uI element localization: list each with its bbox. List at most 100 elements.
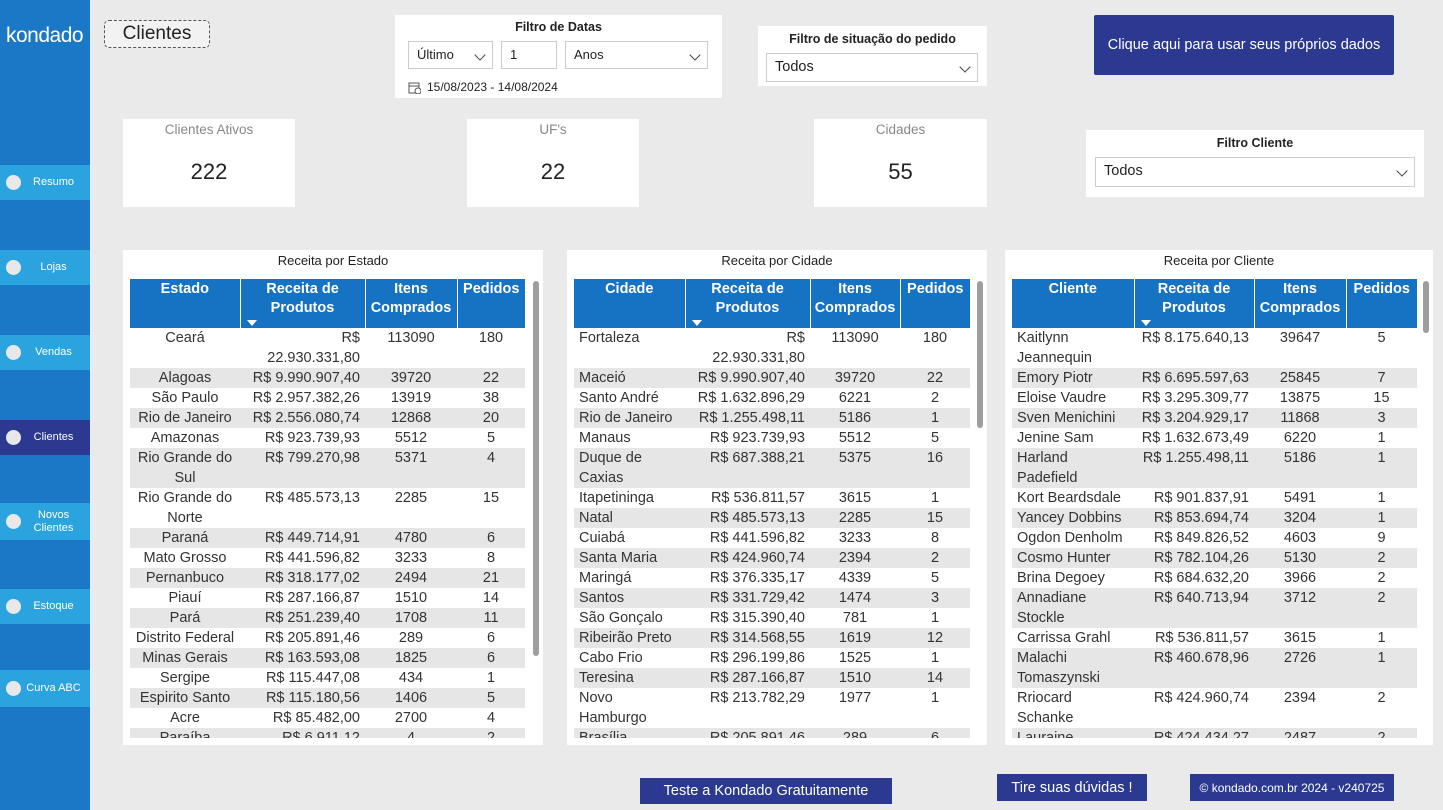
nav-label: Curva ABC bbox=[26, 682, 81, 694]
table-cell: 6 bbox=[457, 528, 525, 548]
column-header[interactable]: Itens Comprados bbox=[1253, 279, 1346, 328]
table-cell: 1 bbox=[1346, 448, 1417, 488]
table-cell: Yancey Dobbins bbox=[1012, 508, 1134, 528]
column-header-label: Itens Comprados bbox=[814, 281, 896, 316]
nav-label: Resumo bbox=[33, 176, 74, 188]
table-cell: R$ 799.270,98 bbox=[240, 448, 365, 488]
column-header[interactable]: Estado bbox=[130, 279, 240, 328]
dropdown[interactable]: Todos bbox=[1095, 157, 1415, 187]
table-cell: São Gonçalo bbox=[579, 610, 663, 626]
table-cell: R$ 536.811,57 bbox=[1154, 630, 1249, 646]
table-row: Fortaleza R$ 22.930.331,80 113090 180 bbox=[574, 328, 970, 368]
table-cell: R$ 213.782,29 bbox=[709, 690, 805, 706]
table-cell: 15 bbox=[900, 508, 970, 528]
copyright-label: © kondado.com.br 2024 - v240725 bbox=[1199, 780, 1385, 795]
table-cell: 7 bbox=[1346, 368, 1417, 388]
table-row: Jenine Sam R$ 1.632.673,49 6220 1 bbox=[1012, 428, 1417, 448]
table-title: Receita por Estado bbox=[277, 253, 389, 268]
table-cell: R$ 923.739,93 bbox=[709, 430, 805, 446]
table-row: Kaitlynn Jeannequin R$ 8.175.640,13 39647 5 bbox=[1012, 328, 1417, 368]
nav-item[interactable]: Clientes bbox=[0, 420, 90, 455]
table-cell: Paraíba bbox=[130, 728, 240, 738]
nav-item[interactable]: Curva ABC bbox=[0, 670, 90, 707]
table-row: São Gonçalo R$ 315.390,40 781 1 bbox=[574, 608, 970, 628]
table-cell: Kort Beardsdale bbox=[1017, 490, 1121, 506]
table-row: Minas Gerais R$ 163.593,08 1825 6 bbox=[130, 648, 525, 668]
table-cell: 2726 bbox=[1254, 648, 1346, 688]
column-header[interactable]: Receita de Produtos bbox=[684, 279, 810, 328]
dropdown[interactable]: Último bbox=[408, 41, 493, 69]
nav-item[interactable]: Resumo bbox=[0, 165, 90, 200]
dropdown[interactable]: Todos bbox=[766, 53, 978, 82]
column-header-label: Pedidos bbox=[463, 281, 520, 297]
nav-item[interactable]: Estoque bbox=[0, 589, 90, 624]
dropdown[interactable]: Anos bbox=[565, 41, 708, 69]
table-cell: 13919 bbox=[390, 390, 432, 406]
table-cell: Malachi Tomaszynski bbox=[1012, 648, 1134, 688]
nav-icon bbox=[6, 430, 21, 445]
table-row: Natal R$ 485.573,13 2285 15 bbox=[574, 508, 970, 528]
column-header[interactable]: Pedidos bbox=[456, 279, 525, 328]
table-row: Brasília R$ 205.891,46 289 6 bbox=[574, 728, 970, 738]
table-row: Santos R$ 331.729,42 1474 3 bbox=[574, 588, 970, 608]
table-cell: 3966 bbox=[1283, 570, 1317, 586]
page-title: Clientes bbox=[104, 20, 210, 48]
filter-title: Filtro de situação do pedido bbox=[789, 32, 956, 46]
table-panel: Receita por Cliente Cliente Receita de Pro… bbox=[1005, 250, 1433, 745]
column-header[interactable]: Receita de Produtos bbox=[239, 279, 365, 328]
input[interactable]: 1 bbox=[501, 41, 557, 69]
column-header[interactable]: Itens Comprados bbox=[364, 279, 457, 328]
table-cell: R$ 2.556.080,74 bbox=[240, 408, 365, 428]
table-cell: Pernanbuco bbox=[130, 568, 240, 588]
table-cell: 180 bbox=[922, 330, 948, 346]
table-cell: Fortaleza bbox=[579, 330, 640, 346]
table-cell: 1 bbox=[1377, 430, 1386, 446]
table-cell: 5 bbox=[486, 430, 496, 446]
sort-indicator bbox=[691, 320, 702, 326]
column-header-label: Itens Comprados bbox=[1259, 281, 1341, 316]
nav-item[interactable]: Novos Clientes bbox=[0, 503, 90, 540]
table-cell: São Paulo bbox=[151, 390, 219, 406]
table-row: Emory Piotr R$ 6.695.597,63 25845 7 bbox=[1012, 368, 1417, 388]
table-cell: Maceió bbox=[574, 368, 685, 388]
trial-button[interactable]: Teste a Kondado Gratuitamente bbox=[640, 778, 892, 804]
table-cell: 5186 bbox=[810, 408, 900, 428]
column-header[interactable]: Cidade bbox=[574, 279, 685, 328]
column-header[interactable]: Cliente bbox=[1012, 279, 1134, 328]
nav-item[interactable]: Lojas bbox=[0, 250, 90, 285]
table-cell: 1510 bbox=[810, 668, 900, 688]
table-cell: 13875 bbox=[1279, 390, 1321, 406]
table-cell: 38 bbox=[482, 390, 500, 406]
table-cell: 289 bbox=[810, 728, 900, 738]
table-cell: R$ 8.175.640,13 bbox=[1141, 330, 1249, 346]
table-cell: 1474 bbox=[810, 588, 900, 608]
input-value: 1 bbox=[510, 47, 518, 62]
table-head: Cliente Receita de Produtos Itens Comprado… bbox=[1012, 279, 1417, 328]
nav-item[interactable]: Vendas bbox=[0, 335, 90, 370]
table-cell: 5 bbox=[930, 570, 940, 586]
table-cell: R$ 485.573,13 bbox=[685, 508, 810, 528]
table-cell: R$ 331.729,42 bbox=[685, 588, 810, 608]
table-scroll: Cliente Receita de Produtos Itens Comprado… bbox=[1012, 279, 1417, 738]
kpi-label: Cidades bbox=[875, 122, 926, 137]
column-header[interactable]: Pedidos bbox=[899, 279, 970, 328]
column-header[interactable]: Receita de Produtos bbox=[1133, 279, 1254, 328]
table-cell: 2394 bbox=[810, 548, 900, 568]
table-row: Cuiabá R$ 441.596,82 3233 8 bbox=[574, 528, 970, 548]
table-cell: 39720 bbox=[810, 368, 900, 388]
table-cell: Eloise Vaudre bbox=[1017, 390, 1107, 406]
table-body: Kaitlynn Jeannequin R$ 8.175.640,13 39647 5… bbox=[1012, 328, 1417, 738]
table-cell: 1619 bbox=[810, 628, 900, 648]
table-cell: 2 bbox=[1377, 570, 1386, 586]
cta-button[interactable]: Clique aqui para usar seus próprios dado… bbox=[1094, 15, 1394, 75]
table-cell: 2394 bbox=[1283, 690, 1317, 706]
dropdown-value: Todos bbox=[1104, 163, 1143, 179]
help-button[interactable]: Tire suas dúvidas ! bbox=[997, 774, 1147, 801]
column-header[interactable]: Pedidos bbox=[1345, 279, 1417, 328]
table-head: Cidade Receita de Produtos Itens Comprados… bbox=[574, 279, 970, 328]
table-row: Lauraine R$ 424.434,27 2487 2 bbox=[1012, 728, 1417, 738]
table-cell: Brina Degoey bbox=[1017, 570, 1105, 586]
kpi-label: UF's bbox=[539, 122, 567, 137]
column-header[interactable]: Itens Comprados bbox=[809, 279, 900, 328]
table-cell: Kaitlynn Jeannequin bbox=[1017, 330, 1092, 366]
